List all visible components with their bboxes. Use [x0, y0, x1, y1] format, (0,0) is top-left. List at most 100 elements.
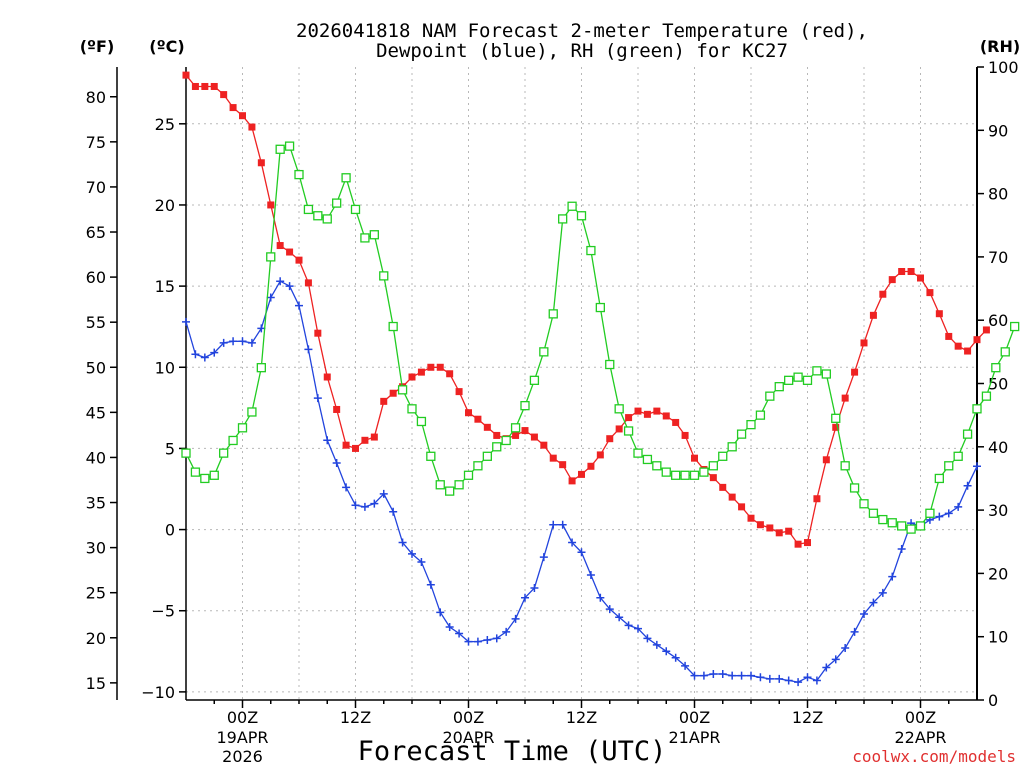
dewpoint-point [285, 282, 294, 291]
rh-point [981, 391, 992, 401]
rh-point [746, 419, 756, 430]
dewpoint-point [408, 549, 416, 558]
dewpoint-series [182, 277, 981, 687]
series-layer [181, 71, 1020, 687]
dewpoint-point [944, 509, 953, 518]
temperature-point [220, 91, 228, 99]
temperature-point [662, 412, 670, 420]
temperature-point [596, 451, 604, 459]
dewpoint-point [596, 593, 605, 602]
temperature-point [841, 394, 849, 402]
unit-label-fahrenheit: (ºF) [80, 37, 115, 56]
celsius-tick-label: 5 [165, 439, 175, 458]
rh-point [482, 451, 492, 461]
fahrenheit-tick-label: 45 [86, 403, 106, 422]
rh-tick-label: 60 [988, 311, 1008, 330]
temperature-point [474, 415, 482, 423]
temperature-point [738, 503, 746, 511]
rh-point [595, 302, 605, 313]
rh-point [1010, 321, 1020, 332]
rh-point [671, 470, 681, 480]
dewpoint-point [247, 338, 256, 347]
temperature-point [860, 339, 868, 347]
temperature-point [775, 529, 783, 537]
dewpoint-point [219, 338, 228, 347]
dewpoint-point [662, 647, 671, 656]
unit-label-rh: (RH) [980, 37, 1020, 56]
dewpoint-point [342, 483, 351, 492]
dewpoint-point [379, 489, 388, 498]
fahrenheit-tick-label: 70 [86, 178, 106, 197]
rh-point [915, 521, 926, 531]
rh-point [934, 473, 944, 484]
dewpoint-point [869, 598, 878, 607]
dewpoint-point [699, 671, 708, 680]
rh-point [652, 461, 662, 471]
dewpoint-point [577, 548, 586, 557]
rh-point [755, 410, 766, 420]
rh-point [925, 508, 935, 518]
rh-point [510, 423, 521, 433]
temperature-point [521, 427, 529, 435]
dewpoint-point [200, 353, 209, 362]
rh-point [463, 470, 474, 480]
time-tick-label: 00Z [453, 708, 484, 727]
dewpoint-point [822, 663, 831, 672]
dewpoint-point [586, 571, 595, 580]
temperature-point [691, 454, 698, 462]
temperature-point [653, 407, 661, 415]
rh-point [303, 204, 314, 215]
rh-point [539, 347, 549, 357]
temperature-point [436, 363, 444, 371]
temperature-point [869, 311, 877, 319]
rh-point [1000, 347, 1010, 357]
temperature-point [728, 493, 736, 501]
dewpoint-point [304, 345, 313, 354]
fahrenheit-tick-label: 40 [86, 448, 106, 467]
rh-point [642, 454, 653, 465]
dewpoint-point [266, 293, 275, 302]
rh-point [520, 401, 530, 411]
rh-point [576, 211, 587, 221]
dewpoint-point [473, 637, 482, 646]
dewpoint-point [360, 502, 369, 511]
rh-line [185, 145, 1016, 530]
dewpoint-point [624, 621, 633, 630]
temperature-point [634, 407, 642, 415]
rh-point [332, 198, 342, 208]
temperature-point [917, 274, 924, 282]
temperature-point [851, 368, 859, 376]
dewpoint-point [643, 634, 652, 643]
fahrenheit-tick-label: 80 [86, 88, 106, 107]
dewpoint-point [841, 644, 850, 653]
temperature-series [182, 71, 990, 548]
rh-point [181, 448, 191, 458]
fahrenheit-tick-label: 15 [86, 674, 106, 693]
rh-point [294, 169, 304, 180]
rh-point [473, 461, 483, 471]
rh-point [219, 448, 229, 458]
rh-point [445, 486, 455, 496]
dewpoint-point [963, 481, 972, 490]
dewpoint-point [954, 502, 963, 511]
grid-lines [186, 67, 977, 700]
temperature-point [239, 112, 246, 120]
rh-point [558, 214, 568, 224]
rh-point [322, 214, 332, 224]
dewpoint-point [492, 634, 501, 643]
temperature-point [455, 388, 463, 396]
rh-point [727, 442, 737, 452]
temperature-point [323, 373, 331, 381]
fahrenheit-tick-label: 35 [86, 494, 106, 513]
rh-point [859, 499, 869, 509]
temperature-point [465, 409, 472, 417]
dewpoint-point [803, 673, 812, 682]
temperature-point [191, 82, 199, 90]
dewpoint-point [671, 653, 680, 662]
dewpoint-point [558, 520, 567, 529]
temperature-point [276, 242, 284, 250]
temperature-point [625, 414, 633, 422]
dewpoint-point [812, 676, 821, 685]
rh-point [379, 271, 389, 281]
